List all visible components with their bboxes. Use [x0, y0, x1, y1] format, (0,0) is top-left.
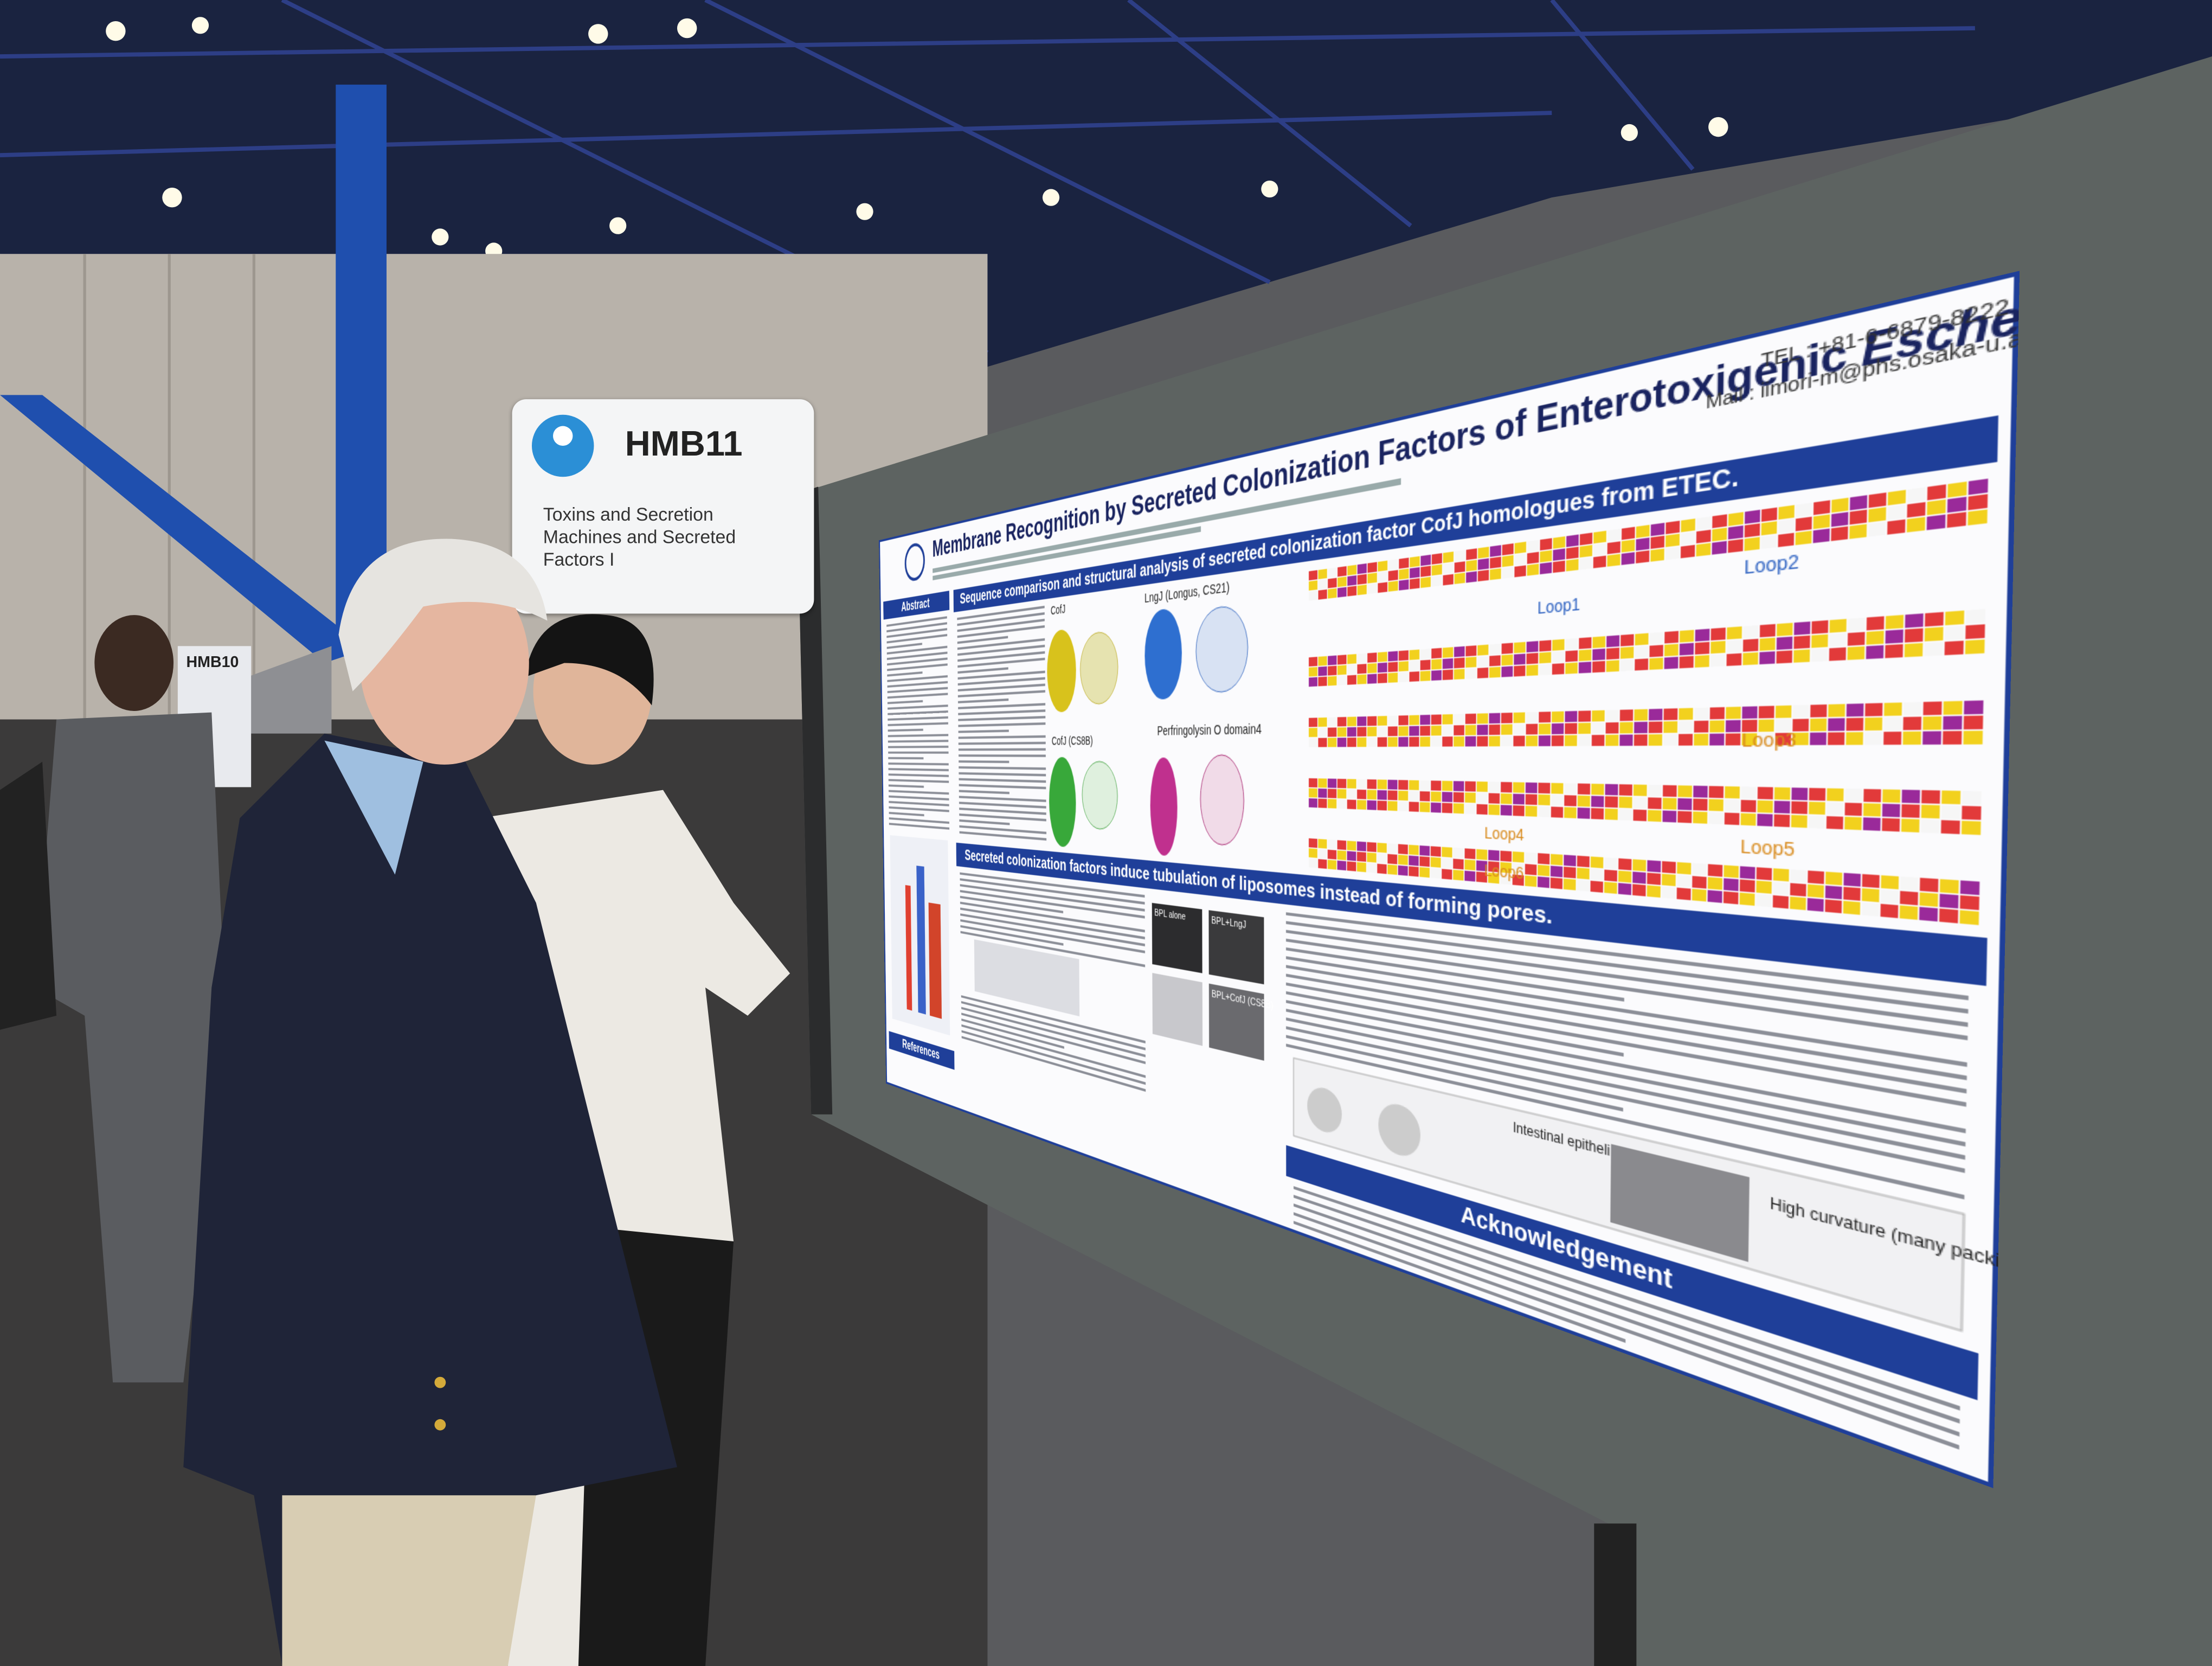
structure-label: CofJ: [1051, 602, 1065, 617]
side-board: [247, 646, 332, 734]
board-edge: [797, 486, 833, 1114]
loop-label: Loop1: [1538, 594, 1581, 617]
structure-label: Perfringolysin O domain4: [1157, 721, 1262, 738]
ceiling-truss: [0, 0, 1975, 355]
session-sign: HMB11 Toxins and Secretion Machines and …: [512, 399, 814, 614]
loop-label: Loop5: [1740, 836, 1796, 860]
structure-label: CofJ (CS8B): [1052, 734, 1093, 747]
loop-label: Loop4: [1484, 824, 1525, 844]
loop-label: Loop3: [1741, 728, 1797, 751]
session-topic: Toxins and Secretion Machines and Secret…: [543, 503, 736, 570]
session-code: HMB11: [625, 424, 743, 464]
sign-icon: [531, 414, 594, 477]
beam: [0, 395, 367, 663]
board-leg: [1594, 1523, 1637, 1666]
background-person: [0, 761, 57, 1030]
hmb10-label: HMB10: [186, 653, 239, 671]
loop-label: Loop6: [1484, 861, 1524, 882]
column: [336, 85, 387, 649]
background-man: [35, 615, 226, 1383]
loop-label: Loop2: [1744, 550, 1800, 578]
visitor: [183, 539, 677, 1666]
